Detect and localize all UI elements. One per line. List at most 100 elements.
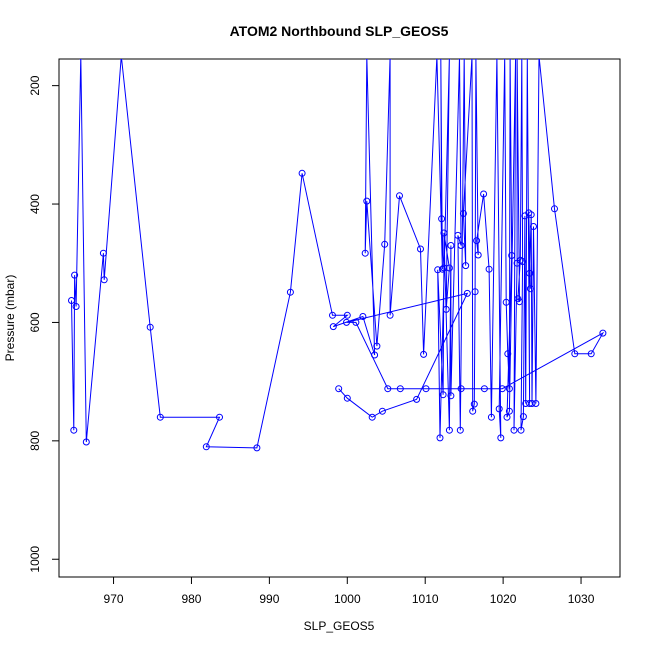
data-point [343,318,350,326]
data-point [371,351,379,359]
data-point [495,59,499,60]
data-point [413,395,421,403]
data-point [373,342,381,350]
data-point [515,59,519,60]
data-point [253,444,261,452]
data-point [381,240,389,248]
data-point [146,323,154,331]
data-point [417,245,424,253]
data-point [517,426,525,434]
data-point [519,413,527,421]
y-tick-label: 1000 [28,546,42,573]
y-tick-label: 800 [28,431,42,451]
data-point [495,405,503,413]
data-point [470,400,478,408]
data-point [216,413,223,421]
x-axis-label: SLP_GEOS5 [304,619,375,633]
data-point [440,229,448,237]
data-point [447,59,452,60]
data-point [388,59,392,60]
data-point [447,392,455,400]
data-point [526,285,534,293]
data-point [78,59,83,60]
data-point [505,385,513,393]
data-point [462,262,470,270]
data-point [498,385,506,393]
data-point [82,438,90,446]
data-point [438,215,446,223]
data-point [502,298,510,306]
data-point [457,242,465,249]
data-point [119,59,124,60]
data-point [343,311,351,319]
data-point [361,249,369,257]
data-point [343,394,351,402]
x-tick-label: 1020 [490,592,517,606]
data-point [68,297,75,304]
data-point [71,271,79,279]
data-point [386,311,394,319]
data-point [368,413,376,421]
y-axis-label: Pressure (mbar) [3,275,17,362]
data-point [72,303,80,310]
x-tick-label: 1000 [334,592,361,606]
data-point [508,252,516,259]
data-point [396,192,403,200]
data-point [378,407,386,415]
data-point [527,211,535,219]
x-tick-label: 980 [181,592,201,606]
data-point [434,266,442,274]
data-point [551,205,558,213]
data-point [298,169,306,177]
data-point [454,231,462,239]
data-point [457,59,462,60]
x-axis: 970 980 990 1000 1010 1020 1030 [104,576,595,606]
data-point [571,350,579,358]
y-tick-label: 600 [28,312,42,332]
data-point [587,350,595,358]
data-point [525,59,530,60]
x-tick-label: 970 [104,592,124,606]
data-point [462,59,467,60]
data-point [480,190,488,198]
data-point [513,59,518,60]
data-point [463,289,471,297]
data-point [439,391,447,399]
data-point [363,197,371,205]
series-layer [68,59,607,452]
data-point [459,210,467,217]
data-point [156,413,164,421]
data-point [508,59,512,60]
data-point [502,59,507,60]
data-point [335,385,343,393]
data-point [519,258,527,265]
data-point [526,269,534,277]
data-point [438,59,443,60]
data-point [286,288,294,296]
data-point [435,59,439,60]
data-point [329,323,337,331]
data-point [99,249,107,257]
data-point [497,434,505,442]
data-point [438,265,446,273]
data-point [436,434,444,442]
x-tick-label: 1030 [568,592,595,606]
data-point [364,59,369,60]
data-point [503,413,511,421]
data-point [329,311,336,319]
data-point [396,385,404,393]
data-point [442,305,450,313]
data-point [100,276,108,284]
data-point [352,318,360,326]
data-point [530,223,537,230]
data-point [471,288,479,296]
data-point [422,385,430,393]
data-point [457,385,465,393]
data-point [480,385,488,393]
data-point [532,400,540,407]
data-point [420,350,428,358]
data-point [485,265,493,273]
plot-frame [58,58,621,578]
data-point [537,59,541,60]
